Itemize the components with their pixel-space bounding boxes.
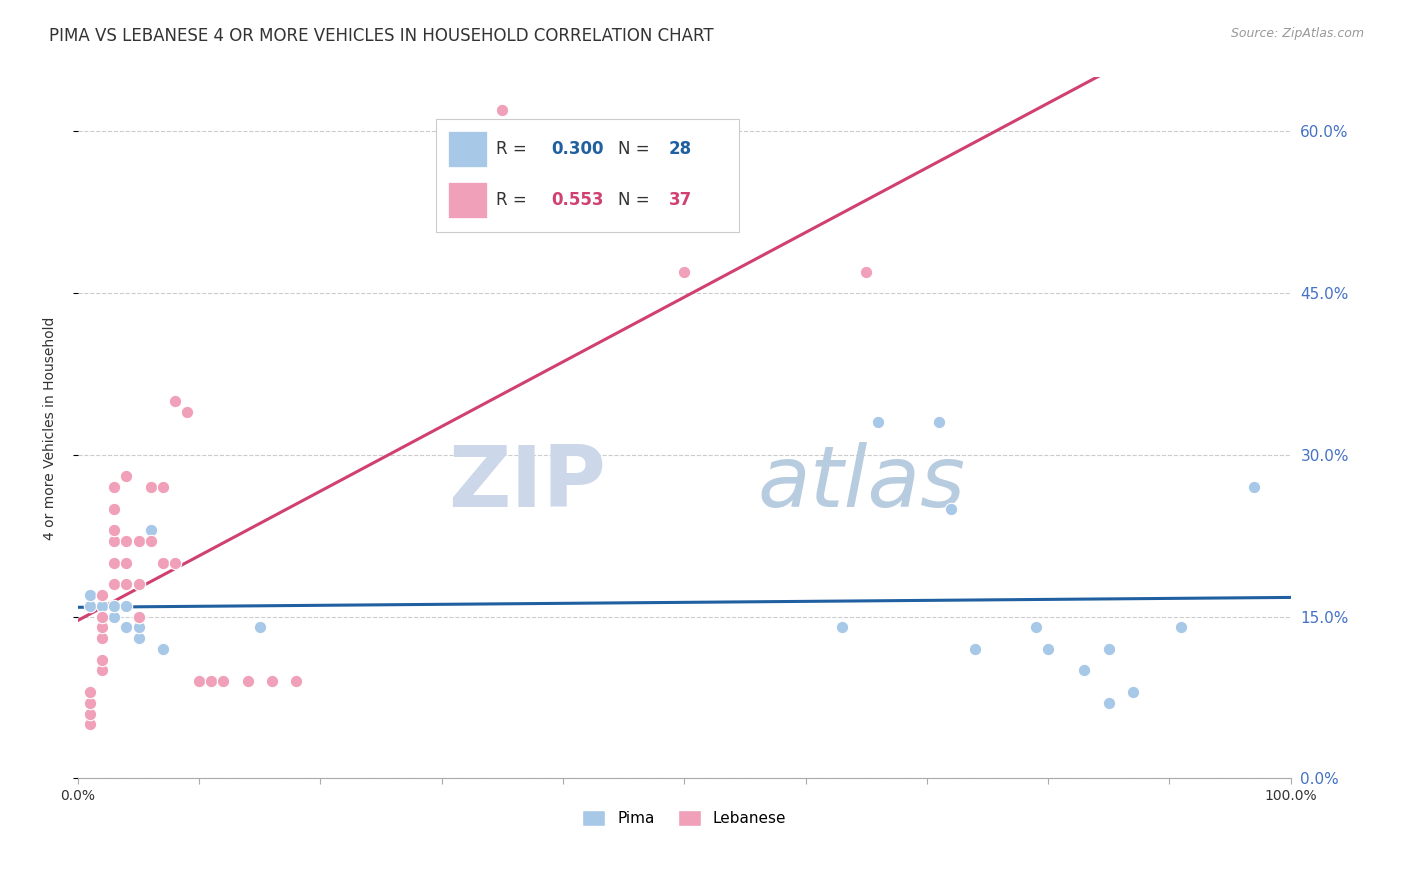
Point: [128, 609, 150, 624]
Point: [1073, 664, 1095, 678]
Point: [285, 674, 308, 689]
Point: [176, 405, 198, 419]
Point: [103, 599, 125, 613]
Text: atlas: atlas: [756, 442, 965, 525]
Point: [128, 577, 150, 591]
Point: [115, 599, 138, 613]
Point: [1122, 685, 1144, 699]
Point: [236, 674, 259, 689]
Point: [152, 556, 174, 570]
Point: [103, 523, 125, 537]
Point: [79, 588, 101, 602]
Point: [115, 534, 138, 549]
Point: [103, 556, 125, 570]
Point: [831, 620, 853, 634]
Point: [79, 706, 101, 721]
Point: [939, 501, 962, 516]
Point: [91, 588, 114, 602]
Point: [103, 480, 125, 494]
Y-axis label: 4 or more Vehicles in Household: 4 or more Vehicles in Household: [44, 316, 58, 540]
Text: Source: ZipAtlas.com: Source: ZipAtlas.com: [1230, 27, 1364, 40]
Point: [103, 577, 125, 591]
Point: [1098, 641, 1121, 656]
Point: [115, 620, 138, 634]
Point: [1170, 620, 1192, 634]
Point: [868, 416, 890, 430]
Point: [115, 469, 138, 483]
Point: [91, 609, 114, 624]
Point: [163, 556, 186, 570]
Point: [115, 556, 138, 570]
Point: [91, 664, 114, 678]
Point: [1025, 620, 1047, 634]
Text: PIMA VS LEBANESE 4 OR MORE VEHICLES IN HOUSEHOLD CORRELATION CHART: PIMA VS LEBANESE 4 OR MORE VEHICLES IN H…: [49, 27, 714, 45]
Point: [128, 620, 150, 634]
Point: [128, 534, 150, 549]
Point: [928, 416, 950, 430]
Point: [79, 717, 101, 731]
Point: [200, 674, 222, 689]
Point: [103, 534, 125, 549]
Point: [139, 480, 162, 494]
Point: [163, 393, 186, 408]
Point: [965, 641, 987, 656]
Point: [79, 685, 101, 699]
Legend: Pima, Lebanese: Pima, Lebanese: [575, 803, 794, 834]
Point: [115, 577, 138, 591]
Point: [128, 609, 150, 624]
Point: [139, 534, 162, 549]
Point: [91, 652, 114, 666]
Point: [79, 599, 101, 613]
Point: [128, 631, 150, 645]
Point: [260, 674, 283, 689]
Point: [91, 631, 114, 645]
Point: [188, 674, 211, 689]
Point: [855, 264, 877, 278]
Point: [103, 609, 125, 624]
Point: [91, 620, 114, 634]
Text: ZIP: ZIP: [447, 442, 606, 525]
Point: [491, 103, 513, 117]
Point: [212, 674, 235, 689]
Point: [152, 480, 174, 494]
Point: [139, 523, 162, 537]
Point: [79, 696, 101, 710]
Point: [1243, 480, 1265, 494]
Point: [152, 641, 174, 656]
Point: [91, 599, 114, 613]
Point: [91, 588, 114, 602]
Point: [1036, 641, 1059, 656]
Point: [249, 620, 271, 634]
Point: [91, 609, 114, 624]
Point: [673, 264, 696, 278]
Point: [1098, 696, 1121, 710]
Point: [103, 501, 125, 516]
